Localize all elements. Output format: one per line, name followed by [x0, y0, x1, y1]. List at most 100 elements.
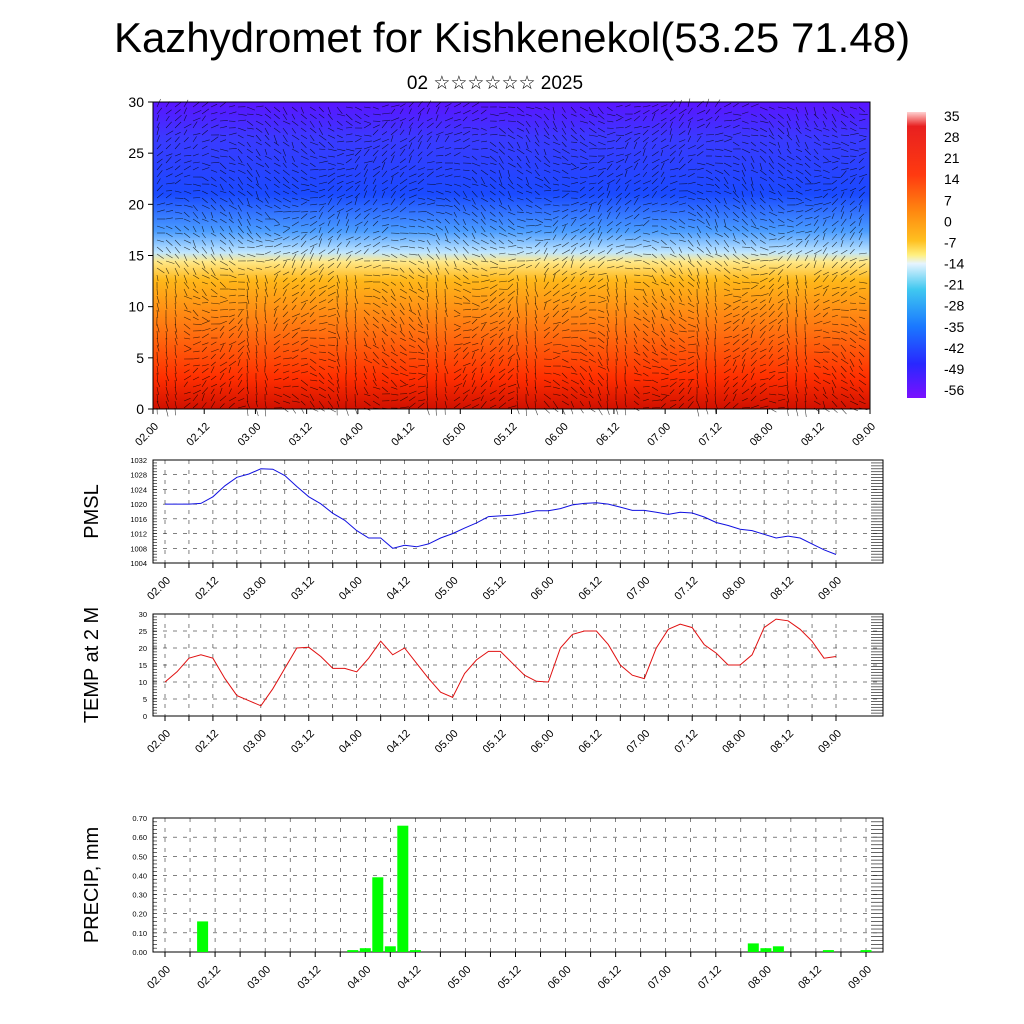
wind-vector [489, 404, 497, 409]
wind-vector [660, 104, 668, 108]
wind-vector [660, 194, 667, 199]
wind-vector [219, 225, 224, 232]
wind-vector [804, 127, 812, 132]
wind-vector [309, 235, 318, 241]
wind-vector [255, 183, 263, 190]
wind-vector [858, 252, 867, 255]
wind-vector [678, 323, 686, 330]
wind-vector [831, 323, 839, 326]
wind-vector [561, 214, 569, 220]
wind-vector [444, 386, 447, 394]
wind-vector [768, 345, 773, 353]
wind-vector [534, 400, 536, 408]
wind-vector [543, 241, 548, 248]
wind-vector [831, 365, 837, 373]
wind-vector [453, 314, 461, 318]
x-tick-label: 03.12 [295, 964, 323, 992]
wind-vector [804, 162, 811, 168]
wind-vector [273, 363, 281, 367]
wind-vector [570, 182, 579, 185]
wind-vector [849, 351, 856, 358]
wind-vector [336, 106, 343, 114]
wind-vector [597, 199, 604, 206]
wind-vector [840, 155, 849, 157]
wind-vector [237, 190, 246, 196]
y-tick-label: 1008 [130, 544, 147, 553]
wind-vector [525, 106, 535, 110]
wind-vector [606, 330, 609, 340]
wind-vector [516, 358, 519, 367]
wind-vector [399, 302, 405, 310]
wind-vector [327, 172, 336, 178]
wind-vector [435, 267, 440, 275]
wind-vector [498, 239, 504, 245]
wind-vector [156, 122, 160, 129]
wind-vector [183, 381, 188, 388]
wind-vector [570, 291, 578, 297]
wind-vector [723, 326, 731, 332]
wind-vector [192, 204, 198, 211]
wind-vector [480, 388, 486, 395]
wind-vector [417, 288, 425, 293]
wind-vector [336, 134, 343, 139]
x-tick-label: 02.12 [193, 575, 221, 603]
wind-vector [300, 231, 308, 234]
wind-vector [282, 190, 290, 195]
wind-vector [399, 365, 407, 371]
wind-vector [390, 309, 395, 316]
wind-vector [669, 344, 676, 349]
x-tick-label: 02.00 [145, 575, 173, 603]
wind-vector [858, 400, 866, 405]
wind-vector [174, 260, 181, 268]
wind-vector [291, 327, 301, 332]
wind-vector [354, 281, 358, 289]
wind-vector [624, 295, 627, 305]
wind-vector [336, 233, 341, 241]
wind-vector [462, 288, 472, 294]
wind-vector [543, 162, 551, 168]
wind-vector [228, 267, 234, 273]
wind-vector [723, 342, 730, 346]
wind-vector [678, 196, 687, 199]
wind-vector [678, 330, 687, 333]
wind-vector [174, 267, 179, 277]
wind-vector [561, 299, 569, 304]
wind-vector [678, 302, 685, 306]
wind-vector [381, 379, 389, 384]
wind-vector [723, 260, 728, 267]
wind-vector [777, 127, 785, 135]
wind-vector [327, 194, 334, 199]
wind-vector [633, 372, 642, 376]
wind-vector [264, 169, 271, 174]
wind-vector [741, 380, 747, 388]
wind-vector [597, 300, 607, 304]
wind-vector [696, 118, 704, 122]
wind-vector [219, 367, 227, 374]
wind-vector [453, 309, 461, 315]
wind-vector [633, 295, 639, 301]
wind-vector [327, 379, 335, 386]
wind-vector [210, 118, 217, 122]
wind-vector [300, 400, 306, 406]
wind-vector [372, 241, 381, 248]
wind-vector [840, 386, 848, 391]
wind-vector [705, 281, 710, 291]
wind-vector [813, 240, 819, 248]
wind-vector [831, 286, 840, 290]
wind-vector [246, 183, 255, 189]
wind-vector [498, 183, 506, 190]
wind-vector [849, 308, 858, 311]
wind-vector [777, 303, 784, 311]
wind-vector [840, 120, 847, 127]
wind-vector [255, 113, 263, 116]
wind-vector [543, 169, 551, 173]
wind-vector [804, 365, 808, 373]
wind-vector [246, 281, 250, 291]
wind-vector [489, 366, 494, 374]
wind-vector [588, 127, 597, 134]
wind-vector [624, 330, 628, 338]
wind-vector [597, 400, 602, 408]
wind-vector [417, 167, 426, 171]
wind-vector [471, 139, 480, 143]
wind-vector [462, 169, 470, 171]
